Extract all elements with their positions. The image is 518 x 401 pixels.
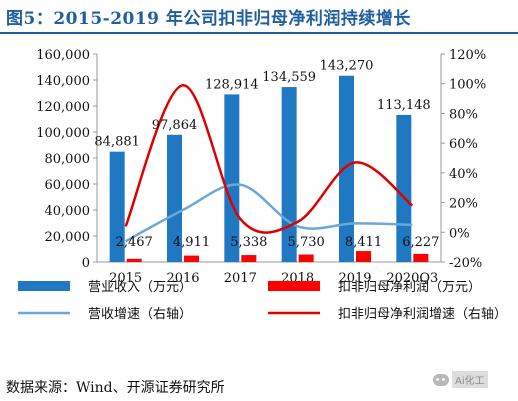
revenue-bar	[339, 75, 354, 263]
profit-bar	[184, 255, 199, 262]
profit-bar-label: 5,730	[288, 235, 325, 250]
profit-bar	[413, 253, 429, 262]
combo-chart: 0 20,000 40,000 60,000 80,000 100,000 120,000 1…	[18, 48, 507, 322]
chart-title: 图5：2015-2019 年公司扣非归母净利润持续增长	[6, 9, 411, 29]
profit-bar-label: 2,467	[116, 235, 153, 250]
wechat-icon	[433, 373, 449, 386]
left-tick-label: 120,000	[36, 100, 90, 115]
left-tick-label: 40,000	[45, 204, 91, 219]
title-underline	[0, 32, 518, 34]
revenue-bar-label: 97,864	[152, 118, 198, 133]
profit-bar	[241, 255, 257, 262]
right-tick-label: 100%	[449, 78, 486, 93]
profit-bar	[126, 258, 142, 262]
right-tick-label: 120%	[449, 48, 486, 63]
right-tick-label: 80%	[449, 107, 478, 122]
left-tick-label: 20,000	[45, 230, 91, 245]
left-tick-label: 0	[82, 256, 90, 271]
profit-bar-label: 4,911	[173, 235, 210, 250]
left-tick-label: 60,000	[45, 178, 91, 193]
x-tick-label: 2017	[224, 271, 257, 286]
x-tick-label: 2016	[166, 271, 199, 286]
right-tick-label: -20%	[449, 256, 482, 271]
left-tick-label: 80,000	[45, 152, 91, 167]
right-tick-label: 20%	[449, 197, 478, 212]
x-tick-label: 2015	[109, 271, 142, 286]
revenue-bar-label: 128,914	[205, 77, 259, 92]
revenue-bar	[224, 94, 240, 262]
revenue-bar	[109, 151, 125, 262]
right-tick-label: 0%	[449, 226, 470, 241]
left-tick-label: 140,000	[36, 74, 90, 89]
left-tick-label: 160,000	[36, 48, 90, 63]
revenue-bar-label: 143,270	[320, 59, 374, 74]
revenue-bar-label: 84,881	[94, 135, 140, 150]
legend-swatch-profit	[268, 281, 320, 291]
profit-bar	[298, 254, 314, 262]
watermark-text: Ai化工	[452, 371, 488, 388]
legend-label-profit-growth: 扣非归母净利润增速（右轴）	[338, 307, 507, 322]
legend-label-revenue: 营业收入（万元）	[88, 280, 192, 295]
profit-bar-label: 8,411	[345, 235, 382, 250]
legend-swatch-revenue	[18, 281, 70, 291]
profit-growth-line	[124, 83, 414, 234]
profit-bar	[356, 251, 371, 262]
legend-label-profit: 扣非归母净利润（万元）	[338, 280, 481, 295]
profit-bar-label: 6,227	[402, 235, 439, 250]
watermark: Ai化工	[433, 371, 488, 388]
x-tick-label: 2019	[338, 271, 371, 286]
legend-label-revenue-growth: 营收增速（右轴）	[88, 307, 192, 322]
right-tick-label: 60%	[449, 137, 478, 152]
revenue-bar	[167, 134, 182, 262]
source-note: 数据来源：Wind、开源证券研究所	[6, 380, 225, 396]
revenue-bar-label: 113,148	[377, 98, 431, 113]
left-tick-label: 100,000	[36, 126, 90, 141]
right-tick-label: 40%	[449, 167, 478, 182]
x-tick-label: 2020Q3	[386, 271, 438, 286]
profit-bar-label: 5,338	[230, 235, 267, 250]
revenue-growth-line	[125, 183, 413, 243]
revenue-bar-label: 134,559	[262, 70, 316, 85]
